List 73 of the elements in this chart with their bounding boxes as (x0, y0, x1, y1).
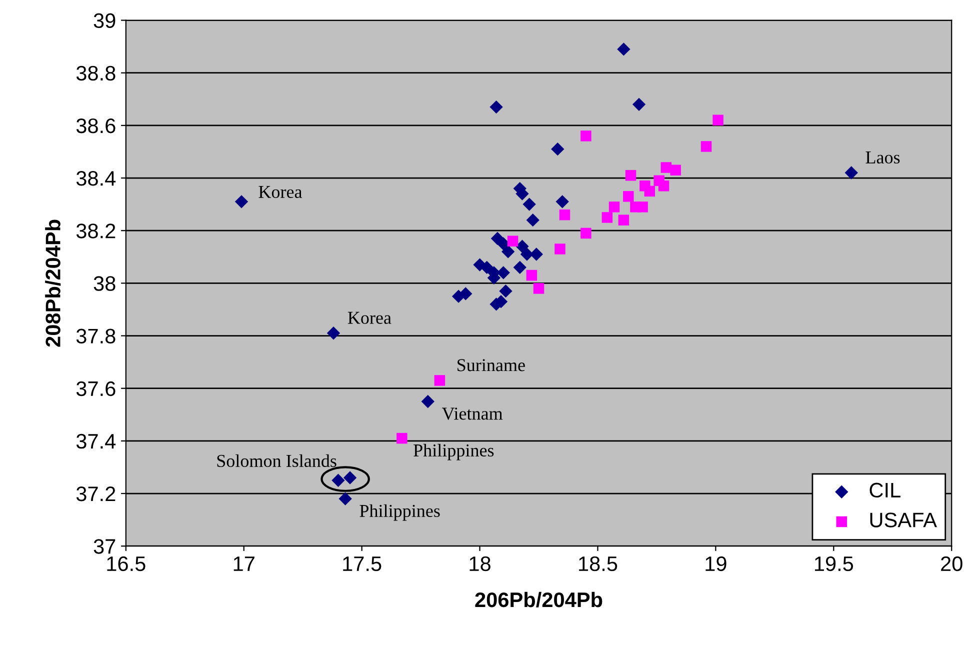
point (559, 209, 570, 220)
y-tick-label: 38.6 (76, 118, 116, 134)
annotation: Laos (866, 152, 900, 164)
point (526, 270, 538, 281)
annotation: Suriname (458, 359, 525, 372)
x-tick-label: 19.5 (814, 556, 854, 572)
point (844, 166, 858, 180)
x-tick-label: 19 (706, 556, 726, 572)
point (496, 266, 510, 280)
legend-label: CIL (870, 482, 900, 498)
point (700, 141, 712, 152)
y-tick-label: 37.4 (76, 434, 116, 449)
point (632, 98, 646, 111)
x-tick-label: 18.5 (579, 556, 618, 572)
x-tick-label: 18 (470, 556, 490, 572)
x-tick-label: 17 (234, 556, 254, 571)
point (332, 474, 345, 487)
point (556, 195, 569, 208)
annotation: Philippines (414, 444, 494, 460)
point (516, 240, 529, 253)
y-tick-label: 37.8 (76, 328, 116, 344)
point (522, 198, 536, 211)
point (480, 260, 494, 274)
point (499, 284, 512, 298)
point (625, 170, 636, 181)
point (580, 228, 592, 239)
point (618, 214, 630, 226)
x-tick-label: 16.5 (107, 556, 146, 572)
point (637, 202, 648, 212)
y-tick-label: 38.2 (76, 224, 116, 238)
x-tick-label: 20 (941, 556, 962, 572)
point (234, 195, 248, 208)
point (520, 248, 534, 261)
point (490, 100, 503, 114)
point (507, 236, 518, 246)
point (712, 114, 724, 126)
y-tick-label: 38.4 (76, 171, 116, 186)
annotation: Solomon Islands (217, 454, 336, 468)
point (551, 142, 564, 156)
point (326, 326, 340, 340)
point (670, 164, 681, 176)
point (421, 394, 434, 408)
y-tick-label: 37.6 (76, 381, 116, 396)
annotation: Vietnam (442, 408, 503, 420)
point (526, 213, 540, 227)
y-tick-label: 37.2 (76, 486, 116, 502)
y-tick-label: 39 (94, 13, 116, 28)
x-axis-title: 206Pb/204Pb (475, 592, 602, 608)
y-axis-title: 208Pb/204Pb (45, 220, 61, 347)
point (338, 492, 352, 506)
y-tick-label: 38.8 (76, 66, 116, 81)
point (396, 432, 408, 444)
annotation: Korea (258, 186, 302, 198)
point (459, 287, 472, 300)
point (513, 260, 526, 274)
point (501, 245, 515, 258)
y-tick-label: 37 (94, 539, 116, 554)
point (434, 375, 446, 386)
annotation: Philippines (360, 504, 440, 521)
y-tick-label: 38 (94, 276, 116, 291)
point (623, 191, 634, 202)
point (617, 42, 630, 56)
legend-label: USAFA (870, 512, 937, 528)
point (608, 202, 620, 212)
point (554, 244, 566, 254)
point (533, 283, 544, 294)
point (602, 212, 613, 223)
annotation: Korea (348, 312, 392, 324)
x-tick-label: 17.5 (343, 556, 382, 572)
point (530, 248, 543, 261)
point (580, 130, 592, 142)
point (658, 180, 670, 192)
point (644, 186, 656, 197)
